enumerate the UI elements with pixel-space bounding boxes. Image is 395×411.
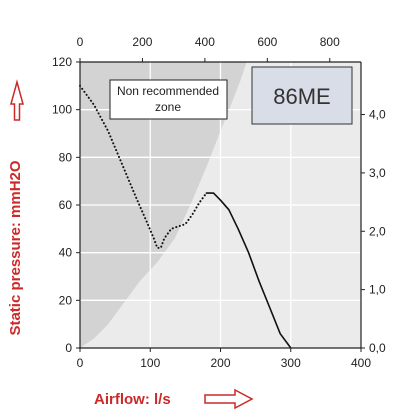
top-tick-label: 200 [132, 35, 152, 49]
series-line-dotted [79, 84, 208, 249]
annotation-box: Non recommended zone [109, 79, 228, 120]
y-tick-label: 0 [65, 341, 72, 355]
x-axis-arrow-icon [204, 388, 254, 410]
annotation-box-frame [109, 79, 228, 120]
right-tick-label: 2,0 [369, 224, 386, 238]
top-tick-label: 800 [320, 35, 340, 49]
annotation-line-1: Non recommended [117, 84, 219, 98]
model-label-box: 86ME [251, 66, 353, 125]
model-label: 86ME [273, 84, 330, 109]
series-group [79, 84, 292, 349]
y-tick-label: 120 [52, 55, 72, 69]
model-box-frame [251, 66, 353, 125]
y-axis-label: Static pressure: mmH2O [7, 160, 24, 335]
top-tick-label: 600 [257, 35, 277, 49]
x-axis-label: Airflow: l/s [94, 391, 171, 408]
right-tick-label: 3,0 [369, 166, 386, 180]
y-tick-label: 60 [59, 198, 73, 212]
top-tick-label: 0 [77, 35, 84, 49]
x-tick-label: 300 [281, 356, 301, 370]
x-tick-label: 200 [210, 356, 230, 370]
y-axis-arrow-icon [10, 79, 24, 121]
series-line-solid [205, 192, 292, 349]
tick-labels: 0 100 200 300 400 0 20 40 60 80 100 120 0 200 400 600 80… [52, 35, 386, 370]
x-tick-label: 0 [77, 356, 84, 370]
y-tick-label: 80 [59, 150, 73, 164]
y-tick-label: 100 [52, 103, 72, 117]
x-tick-label: 400 [351, 356, 371, 370]
right-tick-label: 1,0 [369, 283, 386, 297]
right-tick-label: 0,0 [369, 341, 386, 355]
right-tick-label: 4,0 [369, 108, 386, 122]
y-tick-label: 40 [59, 246, 73, 260]
top-tick-label: 400 [195, 35, 215, 49]
x-tick-label: 100 [140, 356, 160, 370]
y-tick-label: 20 [59, 293, 73, 307]
annotation-line-2: zone [155, 100, 181, 114]
